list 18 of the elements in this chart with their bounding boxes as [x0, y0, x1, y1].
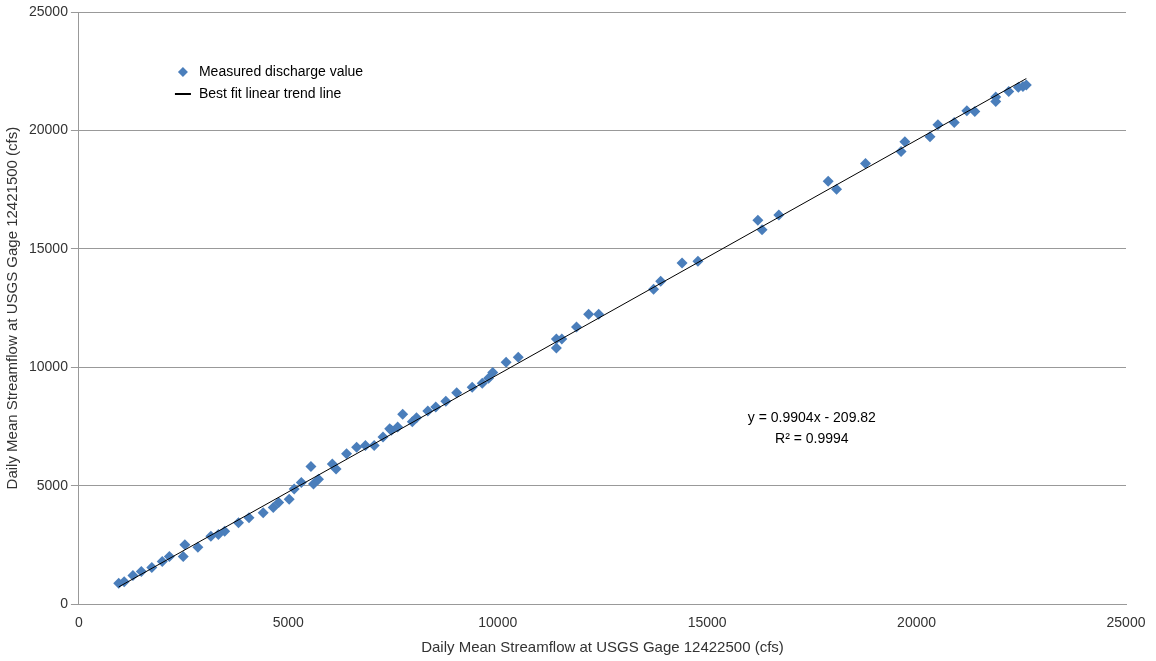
- x-axis-title: Daily Mean Streamflow at USGS Gage 12422500 (cfs): [421, 638, 784, 656]
- x-tick-label: 0: [75, 614, 84, 631]
- x-tick-label: 20000: [897, 614, 937, 631]
- x-tick-label: 5000: [272, 614, 305, 631]
- y-tick-label: 0: [60, 595, 69, 612]
- y-tick-label: 15000: [28, 239, 69, 256]
- legend-label: Best fit linear trend line: [198, 84, 342, 101]
- legend-label: Measured discharge value: [198, 62, 364, 79]
- annotation: R² = 0.9994: [775, 429, 849, 446]
- annotation: y = 0.9904x - 209.82: [747, 408, 877, 425]
- y-tick-label: 10000: [28, 358, 69, 375]
- x-tick-label: 15000: [687, 614, 727, 631]
- y-tick-label: 5000: [36, 476, 69, 493]
- x-tick-label: 10000: [478, 614, 518, 631]
- y-tick-label: 20000: [28, 121, 69, 138]
- y-axis-title: Daily Mean Streamflow at USGS Gage 12421500 (cfs): [3, 126, 21, 490]
- y-tick-label: 25000: [28, 2, 69, 19]
- x-tick-label: 25000: [1106, 614, 1146, 631]
